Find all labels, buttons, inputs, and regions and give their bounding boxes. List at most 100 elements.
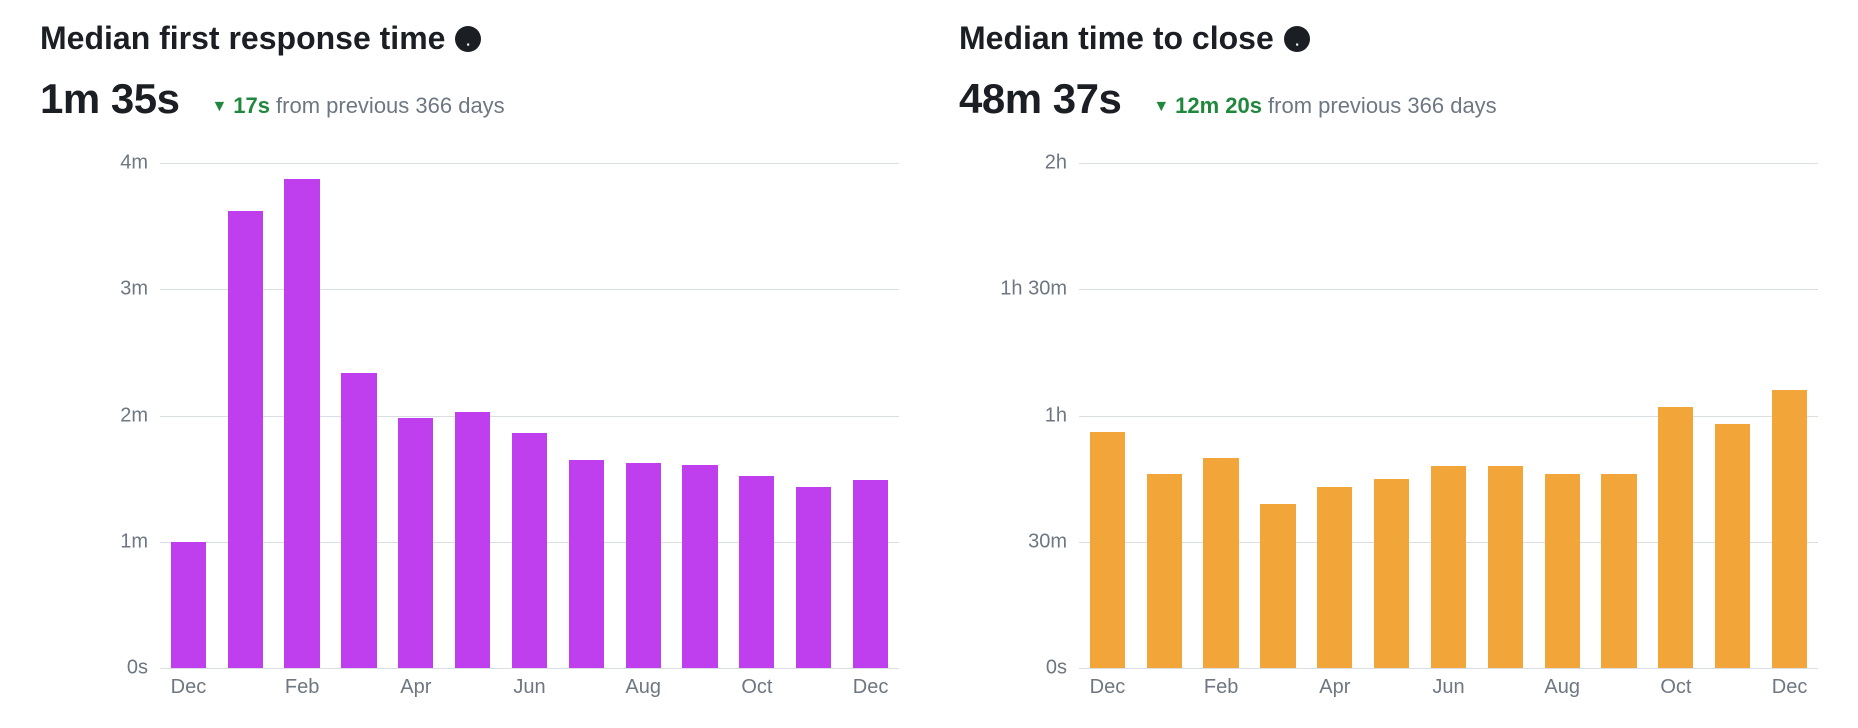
bar-slot: [672, 163, 729, 668]
x-tick-label: Feb: [1204, 676, 1238, 699]
bar-slot: [160, 163, 217, 668]
bar-slot: [785, 163, 842, 668]
y-axis: 0s1m2m3m4m: [40, 163, 160, 668]
bar-slot: [331, 163, 388, 668]
panel-title: Median time to close: [959, 20, 1818, 57]
bars: [1079, 163, 1818, 668]
bar-slot: [1363, 163, 1420, 668]
caret-down-icon: ▼: [1153, 98, 1169, 116]
bar-slot: [1136, 163, 1193, 668]
bar[interactable]: [341, 373, 376, 668]
bar[interactable]: [284, 179, 319, 668]
bar-slot: [444, 163, 501, 668]
bar-slot: [728, 163, 785, 668]
bar[interactable]: [1772, 390, 1807, 668]
bar[interactable]: [1260, 504, 1295, 668]
bar[interactable]: [455, 412, 490, 668]
bar-slot: [1477, 163, 1534, 668]
x-axis: Dec Feb Apr Jun Aug Oct Dec: [1079, 668, 1818, 708]
plot-area: [160, 163, 899, 668]
x-tick-label: Jun: [513, 676, 545, 699]
bar-slot: [274, 163, 331, 668]
panel-title-text: Median time to close: [959, 20, 1274, 57]
bar[interactable]: [853, 480, 888, 668]
delta-value: 17s: [233, 93, 270, 119]
y-tick-label: 0s: [1046, 657, 1067, 680]
delta-context: from previous 366 days: [1268, 93, 1497, 119]
bar-slot: [1704, 163, 1761, 668]
summary-row: 1m 35s ▼ 17s from previous 366 days: [40, 75, 899, 123]
bar[interactable]: [1147, 474, 1182, 668]
bar-slot: [842, 163, 899, 668]
bar[interactable]: [1431, 466, 1466, 668]
bar[interactable]: [569, 460, 604, 668]
bars: [160, 163, 899, 668]
summary-value: 48m 37s: [959, 75, 1121, 123]
x-tick-label: Dec: [1090, 676, 1126, 699]
x-tick-label: Dec: [171, 676, 207, 699]
bar[interactable]: [1203, 458, 1238, 668]
summary-row: 48m 37s ▼ 12m 20s from previous 366 days: [959, 75, 1818, 123]
bar-slot: [1193, 163, 1250, 668]
delta: ▼ 12m 20s from previous 366 days: [1153, 93, 1496, 119]
x-tick-label: Oct: [741, 676, 772, 699]
bar[interactable]: [626, 463, 661, 668]
bar[interactable]: [171, 542, 206, 668]
bar[interactable]: [228, 211, 263, 668]
x-tick-label: Apr: [1319, 676, 1350, 699]
bar[interactable]: [1374, 479, 1409, 668]
delta: ▼ 17s from previous 366 days: [211, 93, 504, 119]
bar[interactable]: [739, 476, 774, 668]
bar-slot: [1534, 163, 1591, 668]
bar[interactable]: [512, 433, 547, 668]
panel-time-to-close: Median time to close 48m 37s ▼ 12m 20s f…: [959, 20, 1818, 708]
x-tick-label: Dec: [1772, 676, 1808, 699]
bar[interactable]: [1715, 424, 1750, 668]
bar-slot: [1250, 163, 1307, 668]
panel-first-response: Median first response time 1m 35s ▼ 17s …: [40, 20, 899, 708]
y-tick-label: 2m: [120, 404, 148, 427]
x-tick-label: Aug: [1544, 676, 1580, 699]
bar-slot: [387, 163, 444, 668]
y-tick-label: 4m: [120, 152, 148, 175]
x-tick-label: Feb: [285, 676, 319, 699]
x-tick-label: Oct: [1660, 676, 1691, 699]
bar-slot: [1079, 163, 1136, 668]
bar[interactable]: [1601, 474, 1636, 668]
bar[interactable]: [398, 418, 433, 668]
x-tick-label: Aug: [625, 676, 661, 699]
y-tick-label: 1m: [120, 530, 148, 553]
bar[interactable]: [1090, 432, 1125, 668]
bar-slot: [1591, 163, 1648, 668]
chart: 0s30m1h1h 30m2h Dec Feb Apr Jun Aug Oct Dec: [959, 163, 1818, 708]
caret-down-icon: ▼: [211, 98, 227, 116]
bar[interactable]: [1545, 474, 1580, 668]
y-tick-label: 2h: [1045, 152, 1067, 175]
x-tick-label: Jun: [1432, 676, 1464, 699]
y-tick-label: 1h 30m: [1000, 278, 1067, 301]
help-icon[interactable]: [1284, 26, 1310, 52]
bar[interactable]: [682, 465, 717, 668]
x-axis: Dec Feb Apr Jun Aug Oct Dec: [160, 668, 899, 708]
plot-area: [1079, 163, 1818, 668]
bar-slot: [1420, 163, 1477, 668]
bar-slot: [1306, 163, 1363, 668]
bar[interactable]: [1658, 407, 1693, 668]
y-axis: 0s30m1h1h 30m2h: [959, 163, 1079, 668]
bar-slot: [501, 163, 558, 668]
bar[interactable]: [1488, 466, 1523, 668]
x-tick-label: Apr: [400, 676, 431, 699]
bar[interactable]: [796, 487, 831, 668]
bar-slot: [217, 163, 274, 668]
x-tick-label: Dec: [853, 676, 889, 699]
bar-slot: [615, 163, 672, 668]
dashboard: Median first response time 1m 35s ▼ 17s …: [0, 0, 1858, 728]
delta-context: from previous 366 days: [276, 93, 505, 119]
bar-slot: [1647, 163, 1704, 668]
bar[interactable]: [1317, 487, 1352, 668]
y-tick-label: 30m: [1028, 530, 1067, 553]
panel-title-text: Median first response time: [40, 20, 445, 57]
bar-slot: [558, 163, 615, 668]
bar-slot: [1761, 163, 1818, 668]
help-icon[interactable]: [455, 26, 481, 52]
